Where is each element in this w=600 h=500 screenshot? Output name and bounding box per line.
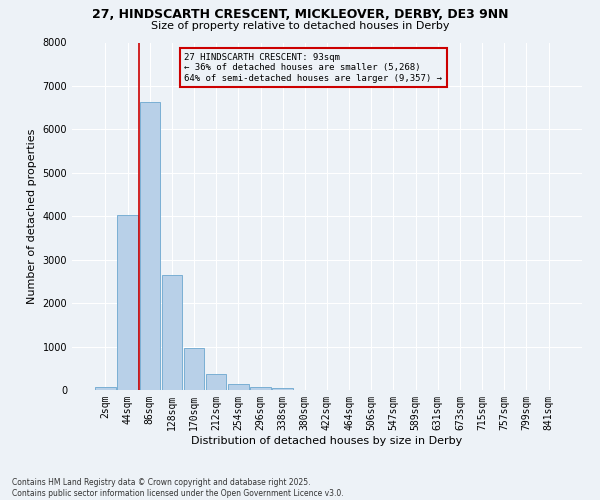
Bar [272,388,293,390]
Bar [140,102,160,390]
Bar [95,388,116,390]
Text: 27 HINDSCARTH CRESCENT: 93sqm
← 36% of detached houses are smaller (5,268)
64% o: 27 HINDSCARTH CRESCENT: 93sqm ← 36% of d… [184,53,442,82]
Y-axis label: Number of detached properties: Number of detached properties [27,128,37,304]
X-axis label: Distribution of detached houses by size in Derby: Distribution of detached houses by size … [191,436,463,446]
Text: Size of property relative to detached houses in Derby: Size of property relative to detached ho… [151,21,449,31]
Bar [250,386,271,390]
Bar [118,215,138,390]
Bar [184,348,204,390]
Text: Contains HM Land Registry data © Crown copyright and database right 2025.
Contai: Contains HM Land Registry data © Crown c… [12,478,344,498]
Bar [228,384,248,390]
Bar [206,374,226,390]
Text: 27, HINDSCARTH CRESCENT, MICKLEOVER, DERBY, DE3 9NN: 27, HINDSCARTH CRESCENT, MICKLEOVER, DER… [92,8,508,20]
Bar [161,275,182,390]
